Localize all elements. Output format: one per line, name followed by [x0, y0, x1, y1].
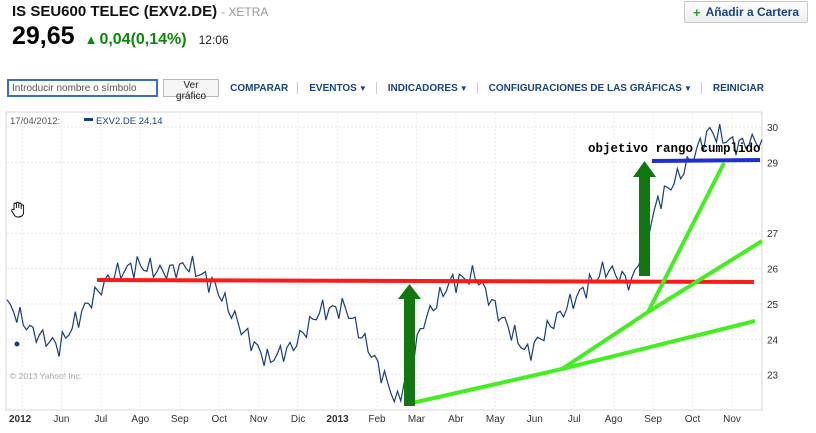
arrow-up-march [398, 284, 421, 406]
y-tick-label: 24 [767, 335, 779, 346]
last-price: 29,65 [12, 22, 75, 50]
chevron-down-icon: ▼ [459, 83, 468, 93]
trend-line [646, 162, 726, 313]
toolbar-divider [375, 82, 377, 94]
y-tick-label: 30 [767, 123, 779, 134]
up-arrow-icon: ▲ [84, 32, 98, 47]
price-series-line [6, 123, 763, 404]
price-change-value: 0,04(0,14%) [99, 31, 187, 48]
price-change: ▲ 0,04(0,14%) [85, 31, 187, 49]
symbol-name: IS SEU600 TELEC (EXV2.DE) [12, 3, 218, 20]
toolbar-divider [476, 82, 478, 94]
y-tick-label: 25 [767, 300, 779, 311]
x-tick-label: Nov [250, 414, 268, 425]
chart-settings-menu-label: CONFIGURACIONES DE LAS GRÁFICAS [488, 82, 682, 94]
view-chart-button[interactable]: Ver gráfico [162, 79, 220, 102]
quote-title: IS SEU600 TELEC (EXV2.DE) - XETRA [12, 3, 268, 20]
arrow-shaft [404, 298, 415, 406]
resistance-line [96, 278, 755, 284]
arrow-head [398, 284, 421, 299]
arrow-shaft [639, 176, 650, 276]
trend-line [560, 310, 650, 371]
trend-lines [411, 162, 764, 405]
y-tick-label: 29 [767, 159, 779, 170]
reset-button[interactable]: REINICIAR [712, 82, 764, 94]
trend-line [561, 319, 756, 371]
y-axis-labels: 23 24 25 26 27 29 30 [767, 123, 779, 382]
info-date: 17/04/2012: [10, 116, 60, 127]
toolbar-divider [700, 82, 702, 94]
chevron-down-icon: ▼ [358, 83, 367, 93]
trend-line [646, 239, 764, 314]
compare-menu[interactable]: COMPARAR [230, 82, 289, 94]
price-chart[interactable]: 17/04/2012: EXV2.DE 24,14 23 24 25 26 27 29 30… [0, 108, 816, 433]
chevron-down-icon: ▼ [683, 83, 692, 93]
add-to-portfolio-label: Añadir a Cartera [705, 5, 799, 19]
x-tick-label: Jul [94, 414, 107, 425]
x-tick-label: May [486, 414, 505, 425]
x-tick-label: Feb [368, 414, 386, 425]
series-label: EXV2.DE 24,14 [96, 116, 163, 127]
events-menu-label: EVENTOS [309, 82, 357, 94]
exchange-label: - XETRA [221, 5, 269, 19]
x-tick-label: Sep [644, 414, 662, 425]
x-tick-label: Mar [408, 414, 426, 425]
x-axis-labels: 2012 Jun Jul Ago Sep Oct Nov Dic 2013 Feb Mar Abr Ma… [9, 414, 741, 425]
symbol-search-input[interactable] [7, 79, 158, 97]
x-tick-label: Oct [211, 414, 227, 425]
indicators-menu[interactable]: INDICADORES ▼ [385, 83, 471, 94]
chart-toolbar: Ver gráfico COMPARAR EVENTOS▼ INDICADORE… [7, 78, 767, 102]
x-tick-label: 2012 [9, 414, 32, 425]
arrow-head [633, 161, 656, 177]
x-tick-label: 2013 [326, 414, 349, 425]
x-tick-label: Jul [568, 414, 581, 425]
target-line [651, 158, 761, 163]
x-tick-label: Jun [527, 414, 543, 425]
x-tick-label: Dic [291, 414, 305, 425]
quote-time: 12:06 [198, 33, 229, 47]
hand-cursor-icon [11, 201, 25, 218]
arrow-up-september [633, 161, 656, 276]
x-tick-label: Nov [723, 414, 741, 425]
chart-settings-menu[interactable]: CONFIGURACIONES DE LAS GRÁFICAS ▼ [486, 83, 695, 94]
add-to-portfolio-button[interactable]: + Añadir a Cartera [684, 1, 808, 23]
events-menu[interactable]: EVENTOS ▼ [306, 83, 370, 94]
x-tick-label: Ago [131, 414, 149, 425]
plus-icon: + [693, 4, 701, 20]
target-annotation: objetivo rango cumplido [588, 142, 761, 156]
x-tick-label: Abr [448, 414, 464, 425]
plot-frame [5, 111, 763, 411]
x-tick-label: Jun [53, 414, 69, 425]
series-swatch [84, 118, 93, 121]
y-tick-label: 26 [767, 265, 779, 276]
y-tick-label: 27 [767, 229, 779, 240]
toolbar-divider [297, 82, 299, 94]
trend-line [411, 367, 563, 405]
copyright-text: © 2013 Yahoo! Inc. [10, 371, 82, 381]
y-tick-label: 23 [767, 371, 779, 382]
indicators-menu-label: INDICADORES [387, 82, 458, 94]
x-tick-label: Sep [171, 414, 189, 425]
x-tick-label: Oct [685, 414, 701, 425]
price-row: 29,65 ▲ 0,04(0,14%) 12:06 [12, 22, 229, 51]
hover-point [14, 341, 20, 347]
x-tick-label: Ago [605, 414, 623, 425]
